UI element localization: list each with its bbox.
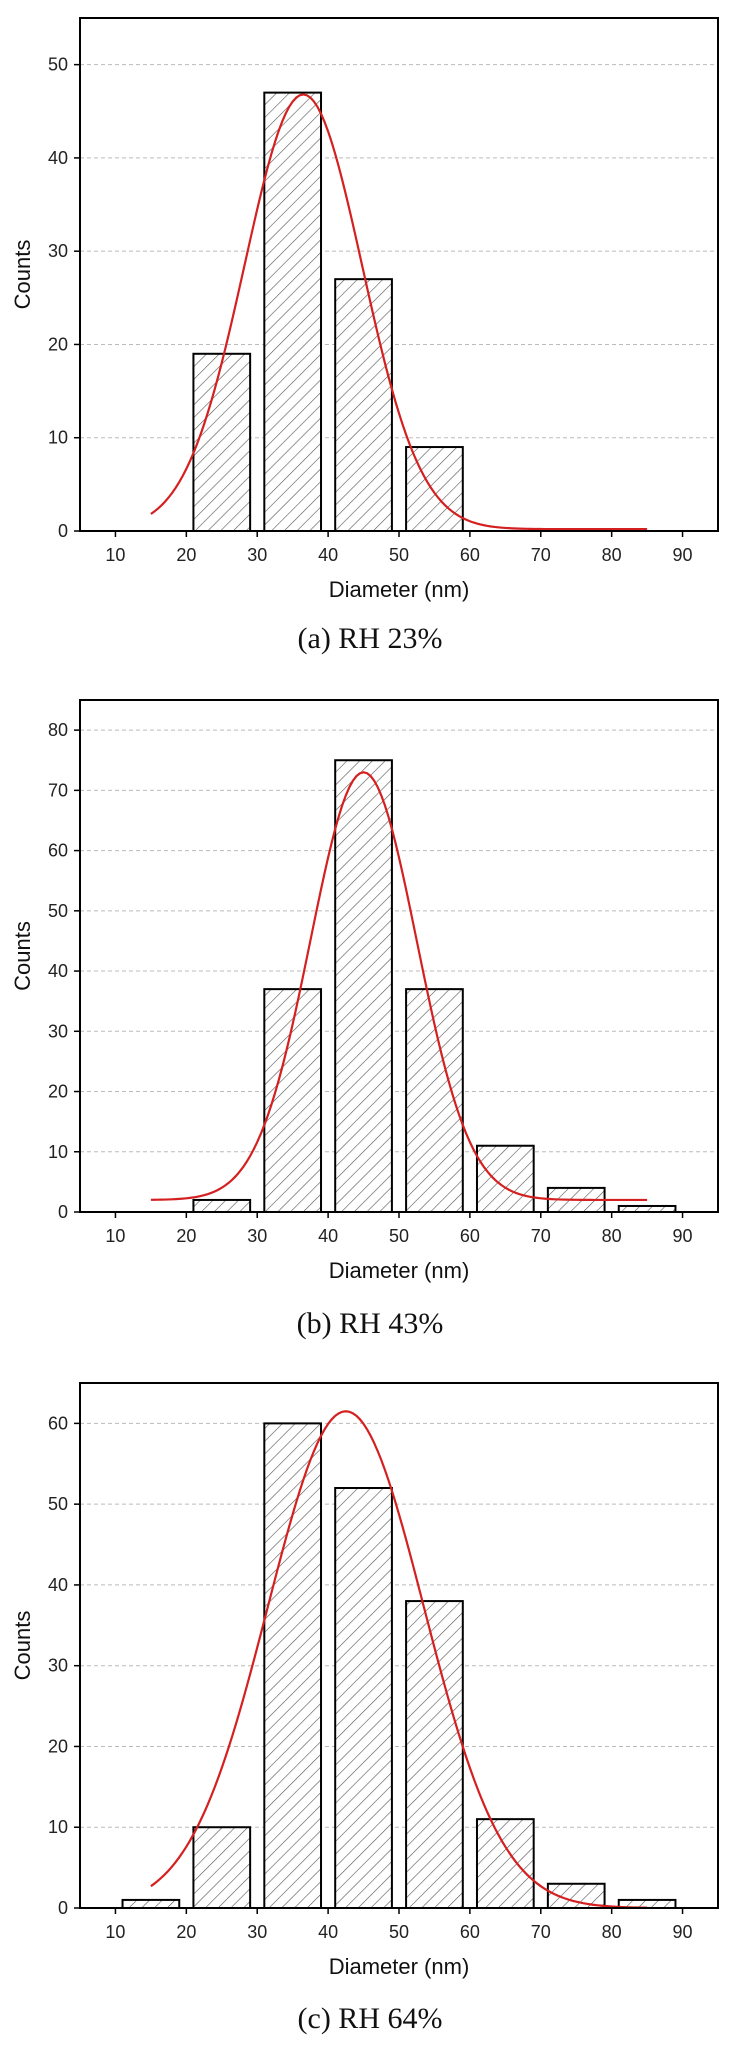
histogram-bar [192, 1198, 252, 1213]
y-tick-label: 30 [48, 241, 68, 261]
x-tick-label: 80 [602, 545, 622, 565]
y-tick-label: 0 [58, 1202, 68, 1222]
x-tick-label: 30 [247, 545, 267, 565]
x-axis-title: Diameter (nm) [329, 1258, 470, 1283]
y-tick-label: 30 [48, 1656, 68, 1676]
x-tick-label: 10 [105, 1226, 125, 1246]
gaussian-fit-curve [150, 93, 648, 531]
histogram-bar [475, 1818, 535, 1909]
x-tick-label: 40 [318, 545, 338, 565]
x-tick-label: 20 [176, 545, 196, 565]
y-tick-label: 50 [48, 901, 68, 921]
histogram-bar [475, 1144, 535, 1214]
x-tick-label: 60 [460, 1922, 480, 1942]
y-tick-label: 70 [48, 780, 68, 800]
histogram-bar [192, 352, 252, 533]
y-tick-label: 80 [48, 720, 68, 740]
gaussian-fit-curve [150, 1410, 648, 1909]
plot-frame [79, 699, 719, 1213]
x-tick-label: 20 [176, 1922, 196, 1942]
x-tick-label: 60 [460, 1226, 480, 1246]
plot-frame [79, 1382, 719, 1909]
panel-caption: (a) RH 23% [298, 622, 443, 655]
x-tick-label: 80 [602, 1226, 622, 1246]
x-tick-label: 50 [389, 1922, 409, 1942]
x-tick-label: 50 [389, 1226, 409, 1246]
chart-panel-2: 0 10 20 30 40 50 60 10 20 30 40 50 60 70 80 90 Diameter … [10, 1382, 719, 2035]
y-axis-title: Counts [10, 1611, 35, 1681]
histogram-bar [121, 1898, 181, 1910]
chart-panel-1: 0 10 20 30 40 50 60 70 80 10 20 30 40 50 60 70 80 90 Diame… [10, 699, 719, 1340]
panel-caption: (c) RH 64% [298, 2002, 443, 2035]
x-tick-label: 40 [318, 1226, 338, 1246]
y-tick-label: 40 [48, 961, 68, 981]
x-tick-label: 60 [460, 545, 480, 565]
y-axis-title: Counts [10, 921, 35, 991]
plot-frame [79, 17, 719, 532]
histogram-bar [405, 446, 464, 532]
y-tick-label: 0 [58, 1898, 68, 1918]
x-tick-label: 70 [531, 1922, 551, 1942]
histogram-bar [263, 91, 323, 532]
x-tick-label: 70 [531, 1226, 551, 1246]
y-tick-label: 40 [48, 148, 68, 168]
x-axis-title: Diameter (nm) [329, 577, 470, 602]
x-tick-label: 90 [673, 1226, 693, 1246]
x-tick-label: 10 [105, 1922, 125, 1942]
y-tick-label: 20 [48, 1736, 68, 1756]
x-tick-label: 80 [602, 1922, 622, 1942]
x-tick-label: 20 [176, 1226, 196, 1246]
panel-caption: (b) RH 43% [297, 1307, 444, 1340]
histogram-bar [334, 759, 393, 1213]
histogram-bar [334, 278, 393, 532]
chart-panel-0: 0 10 20 30 40 50 10 20 30 40 50 60 70 80 90 Diameter (n… [10, 17, 719, 655]
y-tick-label: 50 [48, 55, 68, 75]
y-tick-label: 10 [48, 1817, 68, 1837]
x-tick-label: 10 [105, 545, 125, 565]
x-tick-label: 90 [673, 545, 693, 565]
x-tick-label: 90 [673, 1922, 693, 1942]
y-tick-label: 10 [48, 1142, 68, 1162]
x-tick-label: 70 [531, 545, 551, 565]
histogram-bar [192, 1826, 252, 1909]
y-tick-label: 10 [48, 428, 68, 448]
y-tick-label: 40 [48, 1575, 68, 1595]
y-tick-label: 60 [48, 841, 68, 861]
x-tick-label: 30 [247, 1922, 267, 1942]
x-axis-title: Diameter (nm) [329, 1954, 470, 1979]
y-tick-label: 50 [48, 1494, 68, 1514]
y-axis-title: Counts [10, 240, 35, 310]
x-tick-label: 50 [389, 545, 409, 565]
histogram-bar [334, 1487, 393, 1909]
gaussian-fit-curve [150, 771, 648, 1202]
histogram-bar [405, 1600, 464, 1909]
y-tick-label: 20 [48, 1082, 68, 1102]
histogram-bar [263, 1422, 323, 1910]
x-tick-label: 40 [318, 1922, 338, 1942]
y-tick-label: 30 [48, 1021, 68, 1041]
y-tick-label: 20 [48, 334, 68, 354]
y-tick-label: 0 [58, 521, 68, 541]
x-tick-label: 30 [247, 1226, 267, 1246]
y-tick-label: 60 [48, 1413, 68, 1433]
